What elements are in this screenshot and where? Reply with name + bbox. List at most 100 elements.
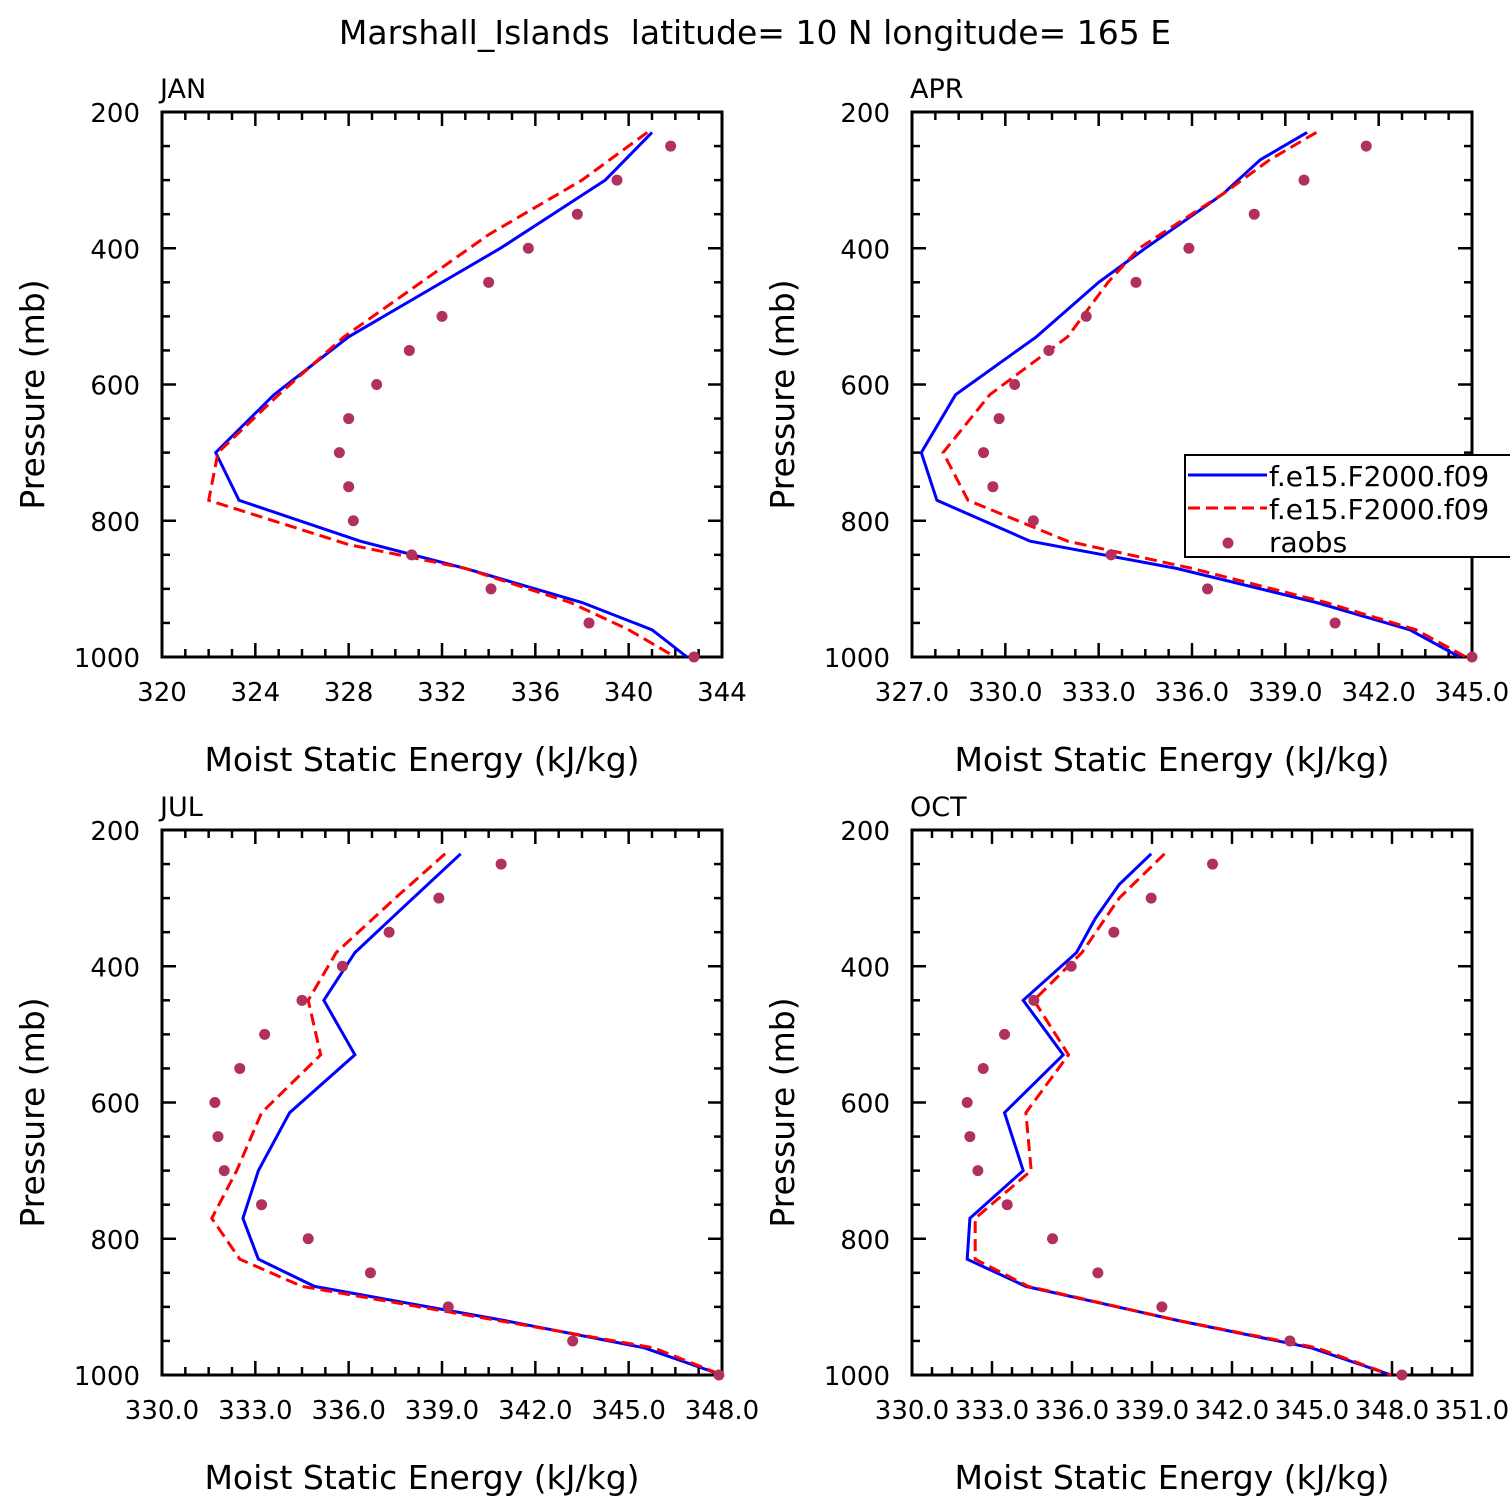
raobs-point bbox=[234, 1062, 246, 1074]
raobs-point bbox=[1001, 1199, 1013, 1211]
y-tick-label: 600 bbox=[840, 372, 890, 402]
y-tick-label: 200 bbox=[840, 817, 890, 847]
y-tick-label: 600 bbox=[90, 1090, 140, 1120]
raobs-point bbox=[688, 651, 700, 663]
raobs-point bbox=[1284, 1335, 1296, 1347]
raobs-point bbox=[1105, 549, 1117, 561]
legend-label: raobs bbox=[1269, 526, 1347, 559]
raobs-point bbox=[1145, 892, 1157, 904]
panel-title: JUL bbox=[158, 792, 203, 823]
series-line-dashed bbox=[206, 131, 677, 659]
raobs-point bbox=[1248, 208, 1260, 220]
y-tick-label: 400 bbox=[840, 235, 890, 265]
x-tick-label: 345.0 bbox=[591, 1396, 665, 1426]
y-tick-label: 600 bbox=[840, 1090, 890, 1120]
raobs-point bbox=[713, 1369, 725, 1381]
x-tick-label: 320 bbox=[137, 678, 187, 708]
y-axis-label: Pressure (mb) bbox=[13, 997, 52, 1227]
raobs-point bbox=[343, 413, 355, 425]
raobs-point bbox=[1028, 994, 1040, 1006]
raobs-point bbox=[993, 413, 1005, 425]
y-tick-label: 200 bbox=[90, 817, 140, 847]
x-axis-label: Moist Static Energy (kJ/kg) bbox=[204, 1458, 639, 1497]
series-line-solid bbox=[213, 131, 688, 659]
raobs-point bbox=[442, 1301, 454, 1313]
raobs-point bbox=[364, 1267, 376, 1279]
plot-frame bbox=[910, 110, 1474, 659]
x-tick-label: 333.0 bbox=[218, 1396, 292, 1426]
raobs-point bbox=[302, 1233, 314, 1245]
raobs-point bbox=[987, 481, 999, 493]
x-tick-label: 342.0 bbox=[1341, 678, 1415, 708]
raobs-point bbox=[1065, 960, 1077, 972]
x-tick-label: 345.0 bbox=[1275, 1396, 1349, 1426]
legend-box bbox=[1184, 454, 1510, 558]
raobs-point bbox=[336, 960, 348, 972]
y-tick-label: 200 bbox=[90, 99, 140, 129]
y-tick-label: 1000 bbox=[74, 1362, 140, 1392]
raobs-point bbox=[571, 208, 583, 220]
raobs-point bbox=[1466, 651, 1478, 663]
raobs-point bbox=[209, 1097, 221, 1108]
raobs-point bbox=[371, 379, 383, 390]
y-tick-label: 400 bbox=[840, 953, 890, 983]
raobs-point bbox=[978, 447, 990, 459]
raobs-point bbox=[665, 140, 677, 152]
raobs-point bbox=[1092, 1267, 1104, 1279]
raobs-point bbox=[1207, 858, 1219, 870]
raobs-point bbox=[1183, 242, 1195, 254]
raobs-point bbox=[611, 174, 623, 186]
raobs-point bbox=[964, 1131, 976, 1143]
raobs-point bbox=[343, 481, 355, 493]
x-tick-label: 336.0 bbox=[1035, 1396, 1109, 1426]
raobs-point bbox=[436, 310, 448, 322]
x-tick-label: 333.0 bbox=[1061, 678, 1135, 708]
panel-jul: JUL 200 400 600 800 1000 330.0 333.0 336.0 339.0 3… bbox=[13, 792, 759, 1497]
y-tick-label: 600 bbox=[90, 372, 140, 402]
x-tick-label: 339.0 bbox=[405, 1396, 479, 1426]
plot-frame bbox=[160, 110, 724, 659]
raobs-point bbox=[1080, 310, 1092, 322]
series-line-solid bbox=[241, 852, 723, 1377]
raobs-point bbox=[406, 549, 418, 561]
x-tick-label: 336.0 bbox=[311, 1396, 385, 1426]
x-tick-label: 333.0 bbox=[955, 1396, 1029, 1426]
x-tick-label: 330.0 bbox=[125, 1396, 199, 1426]
x-tick-label: 348.0 bbox=[685, 1396, 759, 1426]
plot-frame bbox=[160, 828, 724, 1377]
raobs-point bbox=[1047, 1233, 1059, 1245]
x-tick-label: 332 bbox=[417, 678, 467, 708]
legend-label: f.e15.F2000.f09 bbox=[1269, 493, 1489, 526]
raobs-point bbox=[259, 1028, 271, 1040]
series-line-dashed bbox=[941, 131, 1467, 659]
raobs-point bbox=[1156, 1301, 1168, 1313]
y-tick-label: 1000 bbox=[74, 644, 140, 674]
raobs-point bbox=[495, 858, 507, 870]
raobs-point bbox=[1360, 140, 1372, 152]
series-line-dashed bbox=[973, 852, 1392, 1377]
plot-frame bbox=[910, 828, 1474, 1377]
x-tick-label: 340 bbox=[604, 678, 654, 708]
x-tick-label: 339.0 bbox=[1115, 1396, 1189, 1426]
legend-label: f.e15.F2000.f09 bbox=[1269, 460, 1489, 493]
panel-title: JAN bbox=[158, 74, 206, 105]
x-tick-label: 330.0 bbox=[875, 1396, 949, 1426]
raobs-point bbox=[403, 344, 415, 356]
x-tick-label: 344 bbox=[697, 678, 747, 708]
x-tick-label: 345.0 bbox=[1435, 678, 1509, 708]
y-tick-label: 800 bbox=[90, 1226, 140, 1256]
x-tick-label: 351.0 bbox=[1435, 1396, 1509, 1426]
y-axis-label: Pressure (mb) bbox=[13, 279, 52, 509]
raobs-point bbox=[1009, 379, 1021, 390]
x-tick-label: 339.0 bbox=[1248, 678, 1322, 708]
raobs-point bbox=[583, 617, 595, 629]
y-tick-label: 800 bbox=[90, 508, 140, 538]
x-tick-label: 336 bbox=[511, 678, 561, 708]
y-tick-label: 200 bbox=[840, 99, 890, 129]
y-axis-label: Pressure (mb) bbox=[763, 279, 802, 509]
raobs-point bbox=[256, 1199, 268, 1211]
raobs-point bbox=[972, 1165, 984, 1177]
raobs-point bbox=[296, 994, 308, 1006]
